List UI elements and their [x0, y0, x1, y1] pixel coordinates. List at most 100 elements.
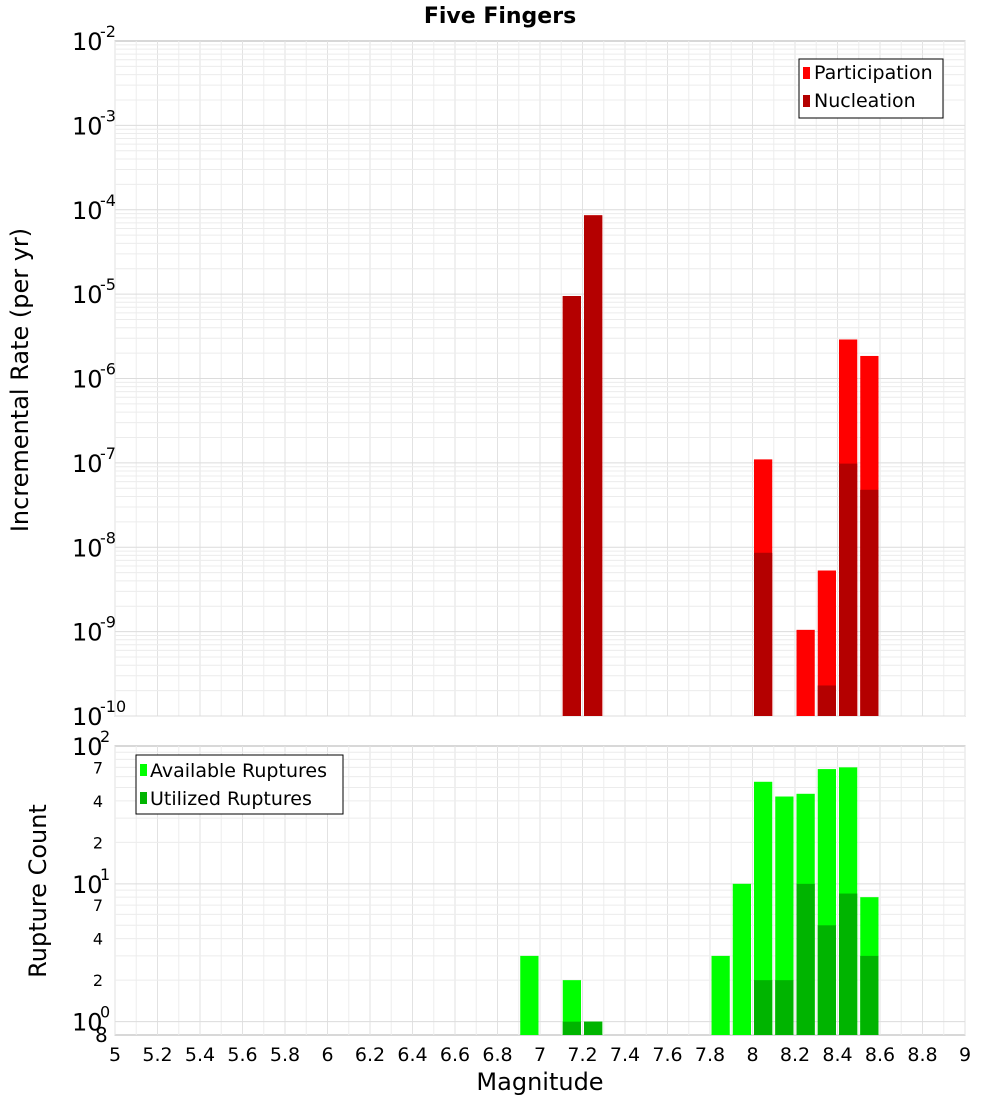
x-tick-label: 6.4: [397, 1044, 427, 1066]
x-tick-label: 5.4: [185, 1044, 215, 1066]
x-tick-label: 8: [746, 1044, 758, 1066]
bar-participation: [796, 629, 815, 716]
y-tick-exponent: -7: [100, 444, 116, 463]
x-tick-label: 6.8: [482, 1044, 512, 1066]
y-tick-exponent: 1: [100, 865, 110, 884]
y-tick-label-minor: 4: [93, 930, 103, 949]
top-bars: [562, 215, 879, 717]
bar-available-ruptures: [754, 781, 773, 1035]
y-tick-label: 10: [72, 703, 103, 731]
x-tick-label: 8.4: [822, 1044, 852, 1066]
y-tick-label: 10: [72, 871, 103, 899]
bar-utilized-ruptures: [754, 980, 773, 1035]
bottom-legend-box: [135, 754, 344, 815]
y-tick-label: 10: [72, 534, 103, 562]
legend-swatch-utilized: [140, 792, 147, 804]
bar-available-ruptures: [711, 955, 730, 1035]
chart-title: Five Fingers: [424, 4, 576, 29]
x-tick-label: 8.8: [907, 1044, 937, 1066]
legend-label-available: Available Ruptures: [150, 760, 327, 782]
y-tick-exponent: -9: [100, 613, 116, 632]
bar-available-ruptures: [732, 883, 751, 1035]
y-tick-exponent: -2: [100, 22, 116, 41]
bar-nucleation: [860, 489, 879, 716]
top-legend-box: [798, 58, 944, 119]
x-tick-label: 6.6: [440, 1044, 470, 1066]
y-tick-label: 10: [72, 28, 103, 56]
y-tick-label-minor: 2: [93, 833, 103, 852]
legend-swatch-nucleation: [803, 95, 810, 107]
bar-nucleation: [754, 552, 773, 716]
y-tick-label-minor: 2: [93, 971, 103, 990]
bar-utilized-ruptures: [796, 883, 815, 1035]
bar-available-ruptures: [775, 796, 794, 1035]
x-tick-label: 7.8: [695, 1044, 725, 1066]
y-tick-exponent: 2: [100, 727, 110, 746]
bar-utilized-ruptures: [562, 1021, 581, 1035]
x-axis-label: Magnitude: [476, 1068, 603, 1096]
y-tick-label: 10: [72, 1009, 103, 1037]
bottom-legend: Available Ruptures Utilized Ruptures: [135, 754, 344, 815]
bar-nucleation: [584, 215, 603, 717]
x-tick-label: 8.6: [865, 1044, 895, 1066]
x-tick-label: 9: [959, 1044, 971, 1066]
legend-label-utilized: Utilized Ruptures: [150, 788, 312, 810]
y-tick-label: 10: [72, 619, 103, 647]
top-legend: Participation Nucleation: [798, 58, 944, 119]
y-tick-label: 10: [72, 450, 103, 478]
legend-swatch-participation: [803, 67, 810, 79]
y-tick-label: 10: [72, 366, 103, 394]
x-tick-label: 7: [534, 1044, 546, 1066]
y-tick-exponent: -5: [100, 275, 116, 294]
y-tick-exponent: -6: [100, 360, 116, 379]
y-tick-label: 10: [72, 281, 103, 309]
legend-label-nucleation: Nucleation: [814, 90, 916, 112]
y-tick-exponent: -8: [100, 528, 116, 547]
legend-swatch-available: [140, 764, 147, 776]
y-tick-exponent: -4: [100, 191, 116, 210]
x-tick-label: 6.2: [355, 1044, 385, 1066]
x-tick-label: 7.2: [567, 1044, 597, 1066]
x-tick-label: 5.8: [270, 1044, 300, 1066]
bottom-y-axis-label: Rupture Count: [24, 804, 52, 978]
bar-available-ruptures: [520, 955, 539, 1035]
y-tick-label-lower: 8: [95, 1023, 108, 1047]
x-tick-label: 8.2: [780, 1044, 810, 1066]
y-tick-label-minor: 7: [93, 896, 103, 915]
y-tick-label-minor: 7: [93, 758, 103, 777]
x-tick-label: 5.6: [227, 1044, 257, 1066]
y-tick-exponent: -3: [100, 106, 116, 125]
bar-nucleation: [839, 463, 858, 716]
y-tick-label: 10: [72, 733, 103, 761]
bar-nucleation: [562, 296, 581, 716]
y-tick-exponent: 0: [100, 1003, 110, 1022]
x-tick-label: 7.4: [610, 1044, 640, 1066]
bar-nucleation: [817, 685, 836, 716]
y-tick-label: 10: [72, 197, 103, 225]
top-y-axis-label: Incremental Rate (per yr): [6, 228, 34, 532]
y-tick-label: 10: [72, 112, 103, 140]
bar-utilized-ruptures: [817, 925, 836, 1035]
bar-participation: [817, 570, 836, 716]
bar-available-ruptures: [562, 980, 581, 1035]
x-tick-label: 5: [109, 1044, 121, 1066]
top-gridlines: [114, 41, 966, 717]
bar-utilized-ruptures: [775, 980, 794, 1035]
x-tick-labels: 5 5.2 5.4 5.6 5.8 6 6.2 6.4 6.6 6.8 7 7.2 7.4 7.6 7.8 8…: [109, 1044, 971, 1066]
x-tick-label: 6: [321, 1044, 333, 1066]
bar-utilized-ruptures: [839, 893, 858, 1035]
bar-utilized-ruptures: [860, 955, 879, 1035]
y-tick-exponent: -10: [100, 697, 126, 716]
bottom-bars: [520, 767, 879, 1035]
x-tick-label: 7.6: [652, 1044, 682, 1066]
y-tick-label-minor: 4: [93, 792, 103, 811]
legend-label-participation: Participation: [814, 62, 933, 84]
x-tick-label: 5.2: [142, 1044, 172, 1066]
bar-utilized-ruptures: [584, 1021, 603, 1035]
